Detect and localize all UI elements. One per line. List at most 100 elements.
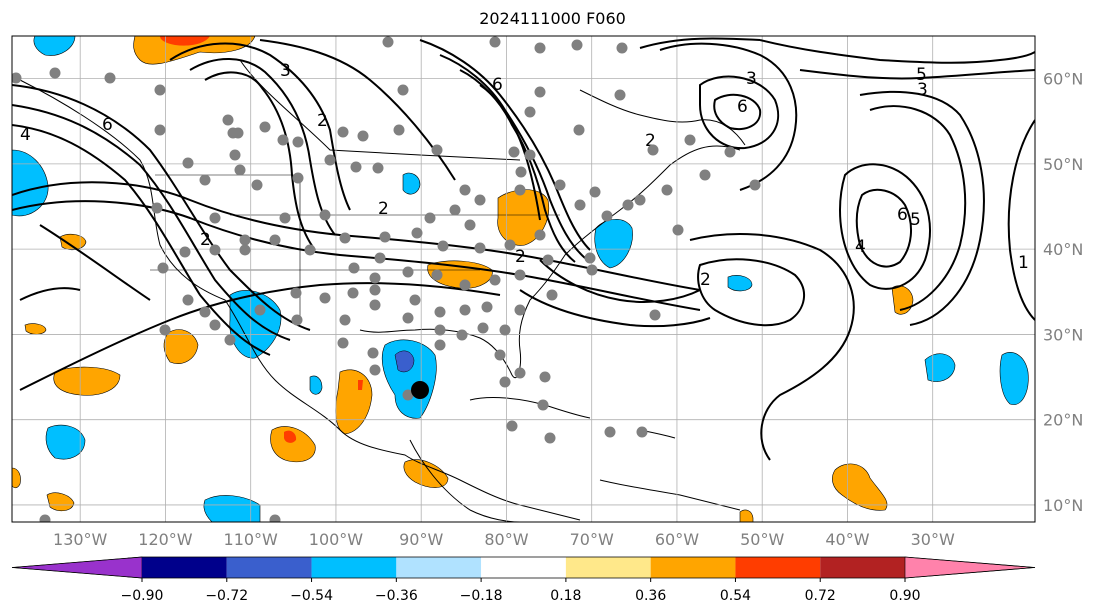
station-dot bbox=[254, 304, 266, 316]
contour-label: 2 bbox=[700, 270, 711, 290]
colorbar-segment bbox=[650, 557, 736, 578]
contour-label: 1 bbox=[1018, 253, 1029, 273]
station-dot bbox=[324, 154, 336, 166]
station-dot bbox=[339, 232, 351, 244]
station-dot bbox=[571, 39, 583, 51]
state-borders bbox=[150, 174, 560, 320]
contour-label: 6 bbox=[737, 97, 748, 117]
contour-line bbox=[699, 75, 780, 150]
contour-line bbox=[689, 233, 855, 461]
station-markers bbox=[12, 36, 761, 522]
station-dot bbox=[372, 162, 384, 174]
contour-line bbox=[169, 42, 351, 211]
latitude-tick-label: 10°N bbox=[1043, 496, 1083, 515]
station-dot bbox=[724, 146, 736, 158]
station-dot bbox=[481, 301, 493, 313]
station-dot bbox=[515, 166, 527, 178]
station-dot bbox=[151, 202, 163, 214]
contour-line bbox=[697, 258, 805, 327]
station-dot bbox=[222, 114, 234, 126]
station-dot bbox=[586, 264, 598, 276]
shade-region bbox=[45, 424, 86, 460]
contour-line bbox=[859, 90, 985, 326]
colorbar-tick-label: −0.18 bbox=[460, 588, 503, 604]
strong-positive-shading bbox=[160, 36, 363, 443]
storm-center-marker bbox=[411, 381, 429, 399]
colorbar-tick-label: −0.72 bbox=[205, 588, 248, 604]
station-dot bbox=[601, 210, 613, 222]
contour-line bbox=[19, 287, 81, 301]
latitude-tick-label: 20°N bbox=[1043, 411, 1083, 430]
station-dot bbox=[337, 337, 349, 349]
station-dot bbox=[456, 329, 468, 341]
station-dot bbox=[506, 420, 518, 432]
contour-label: 6 bbox=[492, 75, 503, 95]
colorbar-tick-label: 0.90 bbox=[889, 588, 920, 604]
station-dot bbox=[259, 121, 271, 133]
coastlines bbox=[19, 59, 746, 522]
shade-region bbox=[832, 463, 888, 511]
colorbar-segment bbox=[481, 557, 566, 578]
station-dot bbox=[397, 84, 409, 96]
contour-line bbox=[19, 282, 501, 391]
station-dot bbox=[431, 144, 443, 156]
contour-line bbox=[12, 181, 701, 291]
contour-line bbox=[419, 39, 591, 251]
station-dot bbox=[514, 304, 526, 316]
station-dot bbox=[290, 287, 302, 299]
longitude-tick-label: 60°W bbox=[655, 530, 699, 549]
shade-region bbox=[203, 495, 261, 522]
contour-line bbox=[713, 93, 762, 130]
station-dot bbox=[209, 244, 221, 256]
longitude-tick-label: 90°W bbox=[399, 530, 443, 549]
station-dot bbox=[367, 347, 379, 359]
contour-line bbox=[659, 42, 798, 191]
colorbar-segment bbox=[226, 557, 312, 578]
station-dot bbox=[402, 266, 414, 278]
gridlines bbox=[12, 36, 1035, 522]
longitude-tick-label: 130°W bbox=[53, 530, 108, 549]
station-dot bbox=[209, 319, 221, 331]
station-dot bbox=[199, 306, 211, 318]
station-dot bbox=[489, 36, 501, 48]
station-dot bbox=[279, 212, 291, 224]
station-dot bbox=[292, 172, 304, 184]
colorbar-tick-label: −0.90 bbox=[121, 588, 164, 604]
shade-region bbox=[160, 36, 210, 46]
latitude-tick-label: 50°N bbox=[1043, 155, 1083, 174]
latitude-tick-label: 40°N bbox=[1043, 240, 1083, 259]
station-dot bbox=[369, 364, 381, 376]
contour-line bbox=[12, 124, 271, 356]
station-dot bbox=[182, 157, 194, 169]
contour-label: 6 bbox=[897, 205, 908, 225]
station-dot bbox=[574, 199, 586, 211]
station-dot bbox=[524, 106, 536, 118]
station-dot bbox=[319, 292, 331, 304]
shade-region bbox=[163, 329, 199, 364]
station-dot bbox=[434, 339, 446, 351]
contour-line bbox=[1007, 119, 1035, 321]
shade-region bbox=[309, 375, 323, 395]
contour-label: 3 bbox=[280, 61, 291, 81]
station-dot bbox=[434, 306, 446, 318]
station-dot bbox=[544, 432, 556, 444]
longitude-tick-label: 30°W bbox=[911, 530, 955, 549]
station-dot bbox=[347, 287, 359, 299]
shade-region bbox=[394, 350, 415, 373]
station-dot bbox=[269, 234, 281, 246]
contour-line bbox=[259, 39, 456, 181]
station-dot bbox=[369, 284, 381, 296]
longitude-tick-label: 70°W bbox=[570, 530, 614, 549]
colorbar-segment bbox=[311, 557, 397, 578]
shade-region bbox=[594, 219, 633, 269]
station-dot bbox=[12, 72, 22, 84]
contour-label: 2 bbox=[645, 131, 656, 151]
colorbar-segment bbox=[735, 557, 821, 578]
station-dot bbox=[477, 322, 489, 334]
station-dot bbox=[494, 349, 506, 361]
station-dot bbox=[537, 399, 549, 411]
shade-region bbox=[270, 426, 316, 463]
station-dot bbox=[534, 229, 546, 241]
station-dot bbox=[379, 231, 391, 243]
